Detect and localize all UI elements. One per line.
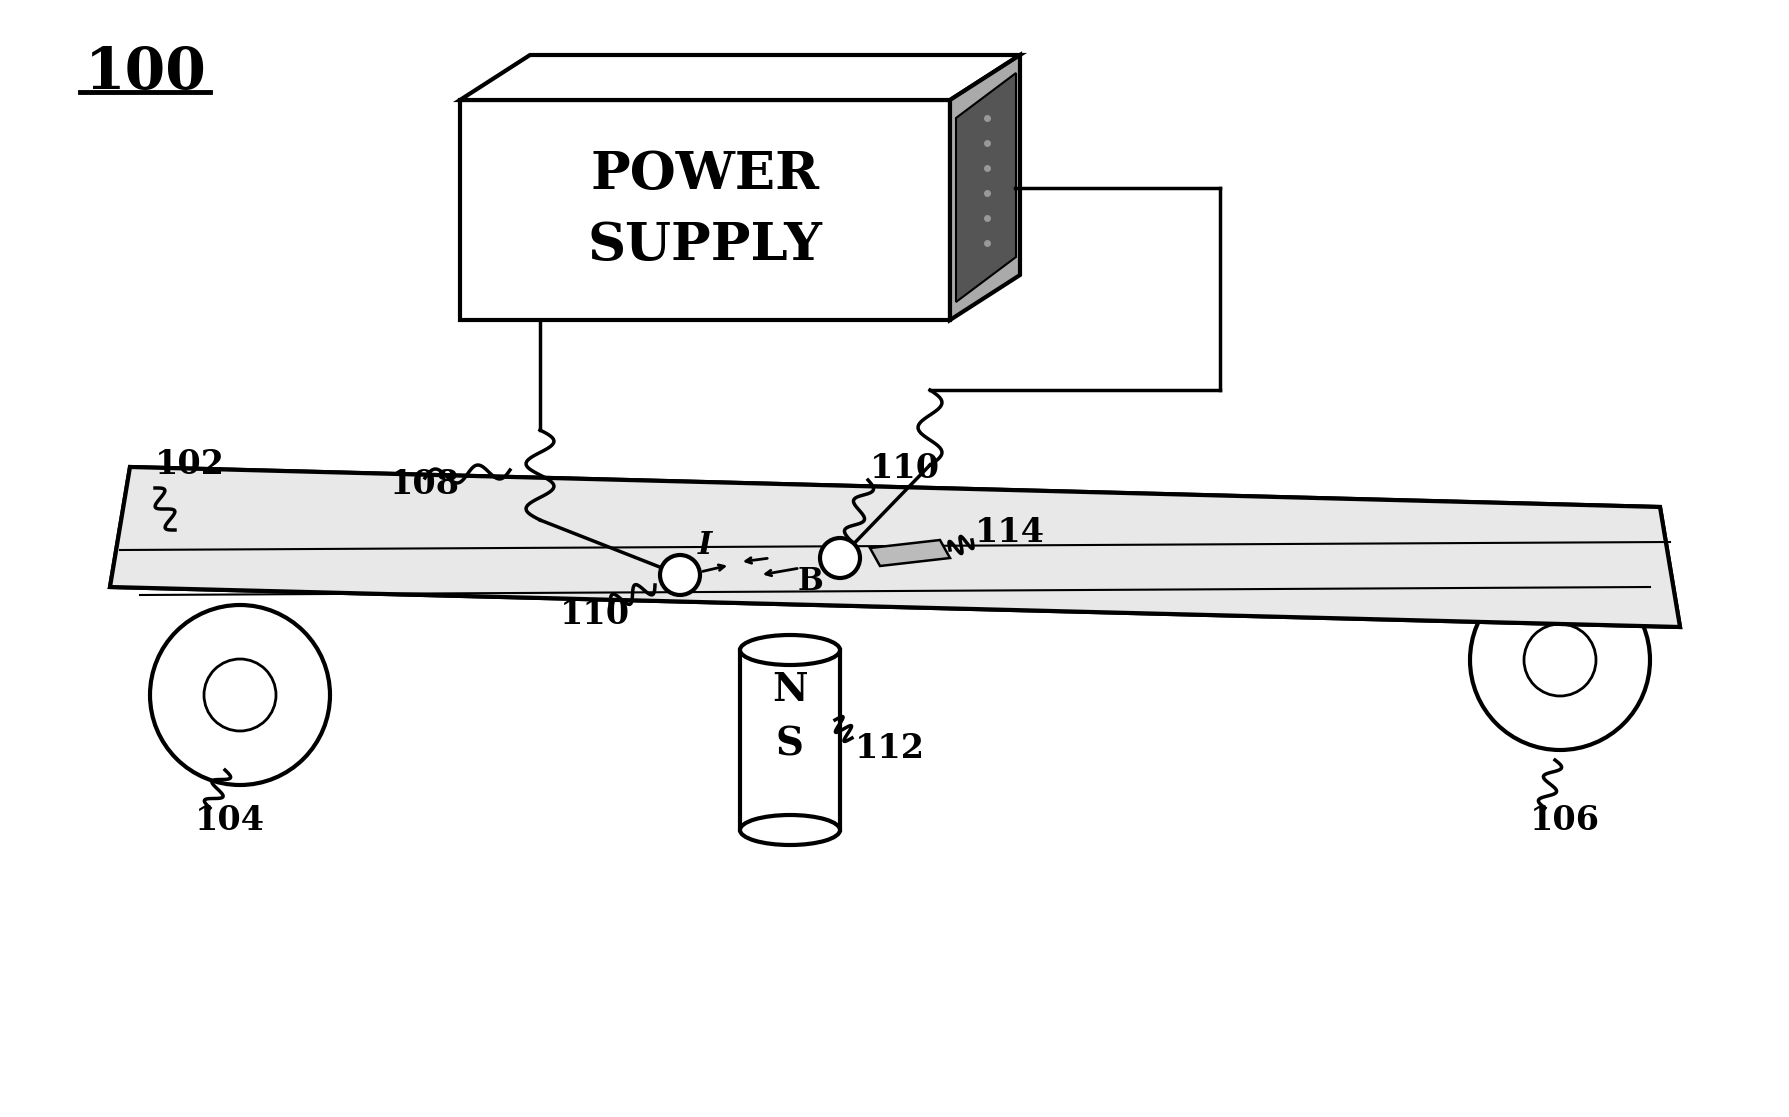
Text: 108: 108 [390,468,460,502]
Text: B: B [796,566,823,598]
Text: 100: 100 [84,45,208,101]
Text: 102: 102 [156,449,225,481]
Text: 112: 112 [855,732,925,764]
Text: 110: 110 [560,599,630,631]
Polygon shape [950,55,1020,319]
Polygon shape [955,73,1016,302]
Text: 104: 104 [195,803,265,837]
Ellipse shape [739,634,839,665]
Ellipse shape [739,815,839,844]
Circle shape [1522,624,1596,696]
Text: N: N [771,671,807,709]
Circle shape [204,659,276,731]
Circle shape [1469,570,1649,750]
Text: 106: 106 [1530,803,1599,837]
Text: I: I [698,529,712,561]
Polygon shape [109,467,1680,627]
Polygon shape [460,101,950,319]
Circle shape [150,605,329,785]
Text: 114: 114 [975,516,1045,548]
Circle shape [819,538,859,577]
Text: POWER
SUPPLY: POWER SUPPLY [587,149,821,271]
Polygon shape [869,540,950,566]
Polygon shape [109,467,1680,627]
Circle shape [660,555,699,595]
Polygon shape [460,55,1020,101]
Text: 110: 110 [869,451,939,485]
Text: S: S [776,726,803,764]
Polygon shape [739,650,839,830]
